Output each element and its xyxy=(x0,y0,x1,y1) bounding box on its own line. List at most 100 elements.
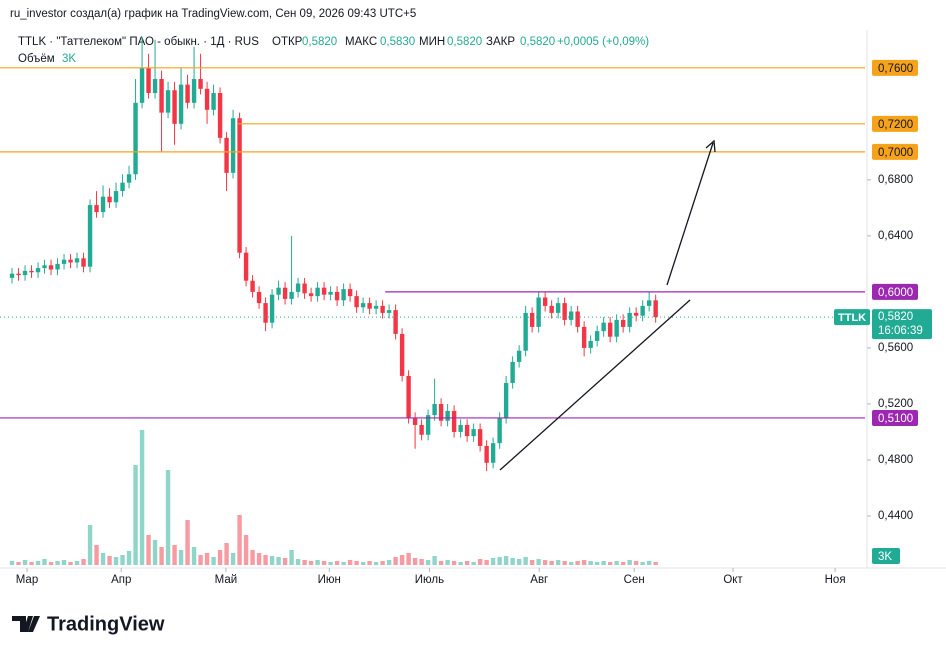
level-label: 0,5100 xyxy=(878,413,913,425)
candle-body xyxy=(81,258,86,267)
volume-bar xyxy=(139,430,145,565)
volume-bar xyxy=(230,553,236,565)
candle-body xyxy=(451,410,457,432)
volume-bar xyxy=(588,561,593,565)
candle-body xyxy=(373,305,379,309)
level-label: 0,7200 xyxy=(878,119,913,131)
candle-body xyxy=(269,294,275,323)
candle-body xyxy=(347,289,353,297)
candle-body xyxy=(432,403,437,416)
candle-body xyxy=(497,417,502,444)
candle-body xyxy=(386,310,392,313)
candle-body xyxy=(113,191,119,203)
volume-bar xyxy=(178,550,184,565)
y-tick-label: 0,5200 xyxy=(878,398,913,410)
y-tick-label: 0,5600 xyxy=(878,342,913,354)
x-tick-label: Мар xyxy=(16,574,39,586)
candle-body xyxy=(178,84,184,124)
y-tick-label: 0,6400 xyxy=(878,230,913,242)
volume-bar xyxy=(159,547,164,565)
candle-body xyxy=(536,297,541,327)
candle-body xyxy=(477,429,483,446)
candle-body xyxy=(406,375,411,418)
low-label: МИН xyxy=(419,36,445,48)
candle-body xyxy=(464,424,470,437)
volume-bar xyxy=(152,540,158,565)
candle-body xyxy=(627,312,632,327)
volume-bar xyxy=(581,560,587,565)
candle-body xyxy=(204,88,210,110)
candle-body xyxy=(620,319,626,327)
candle-body xyxy=(321,287,327,295)
volume-bar xyxy=(295,559,301,565)
volume-bar xyxy=(224,543,229,565)
candle-body xyxy=(640,305,645,316)
volume-bar xyxy=(523,557,528,565)
volume-bar xyxy=(74,561,80,565)
volume-bar xyxy=(516,559,522,565)
volume-bar xyxy=(386,560,392,565)
volume-bar xyxy=(425,560,431,565)
candle-body xyxy=(328,291,333,295)
y-tick-label: 0,4800 xyxy=(878,454,913,466)
author-line: ru_investor создал(а) график на TradingV… xyxy=(10,8,416,20)
candle-body xyxy=(529,312,535,327)
candle-body xyxy=(653,300,658,318)
level-tag xyxy=(872,143,918,160)
x-tick-label: Авг xyxy=(530,574,548,586)
volume-tag-text: 3K xyxy=(878,551,892,563)
volume-bar xyxy=(594,562,600,565)
volume-bar xyxy=(490,558,496,565)
volume-bar xyxy=(393,557,398,565)
candle-body xyxy=(568,311,574,320)
candle-body xyxy=(360,303,366,308)
plot xyxy=(0,37,865,565)
candle-body xyxy=(237,118,242,253)
candle-body xyxy=(523,312,528,351)
volume-bar xyxy=(48,562,54,565)
volume-bar xyxy=(347,560,353,565)
volume-bar xyxy=(315,560,320,565)
logo-mark xyxy=(12,616,40,632)
candle-body xyxy=(646,300,652,306)
change: +0,0005 (+0,09%) xyxy=(557,36,649,48)
volume-bar xyxy=(172,545,177,565)
volume-bar xyxy=(308,561,314,565)
last-price-tag xyxy=(872,309,932,340)
volume-bar xyxy=(562,561,567,565)
candle-body xyxy=(399,333,405,376)
volume-bar xyxy=(250,550,255,565)
candle-body xyxy=(224,137,229,173)
candle-body xyxy=(185,84,190,103)
candle-body xyxy=(48,265,54,270)
volume-bar xyxy=(497,557,502,565)
candle-body xyxy=(107,196,112,203)
volume-bar xyxy=(640,562,645,565)
volume-bar xyxy=(451,561,457,565)
volume-bar xyxy=(471,562,476,565)
candle-body xyxy=(503,382,509,418)
countdown: 16:06:39 xyxy=(878,325,923,337)
candle-body xyxy=(9,273,15,278)
candle-body xyxy=(445,410,450,421)
open-value: 0,5820 xyxy=(302,36,337,48)
candle-body xyxy=(425,415,431,435)
volume-bar xyxy=(61,560,67,565)
volume-bar xyxy=(334,561,340,565)
volume-bar xyxy=(354,561,359,565)
symbol-tag-text: TTLK xyxy=(838,312,866,324)
candle-body xyxy=(614,319,619,337)
trend-line xyxy=(499,299,691,471)
volume-bar xyxy=(367,561,372,565)
candle-body xyxy=(588,340,593,348)
volume-bar xyxy=(302,560,307,565)
volume-bar xyxy=(607,562,613,565)
candle-body xyxy=(126,174,132,183)
candle-body xyxy=(263,303,268,323)
level-tag xyxy=(872,59,918,76)
legend: TTLK · "Таттелеком" ПАО - обыкн. · 1Д · … xyxy=(18,36,649,65)
candle-body xyxy=(575,311,580,327)
candle-body xyxy=(581,326,587,348)
volume-bar xyxy=(113,557,119,565)
